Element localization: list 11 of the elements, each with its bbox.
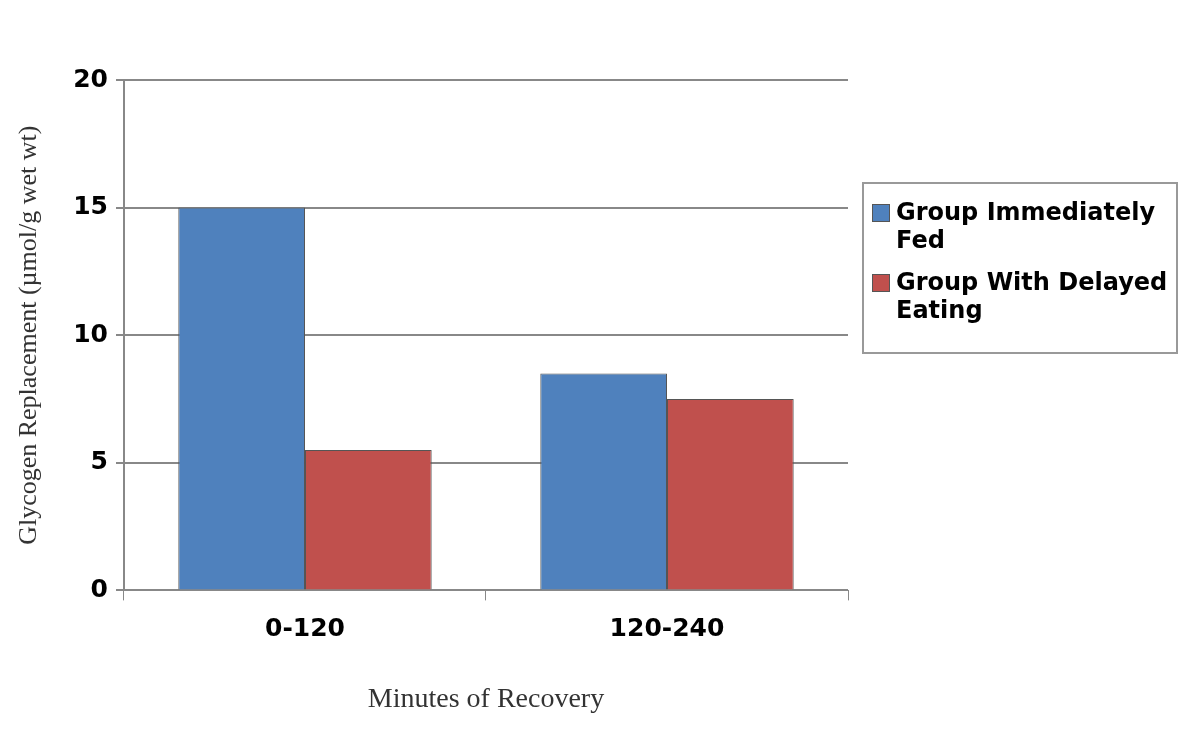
- x-tick-label: 120-240: [609, 612, 725, 642]
- y-tick-label: 0: [90, 573, 108, 603]
- legend-label: Group With Delayed Eating: [896, 268, 1168, 324]
- legend-label: Group Immediately Fed: [896, 198, 1157, 254]
- y-tick-label: 15: [73, 191, 108, 221]
- x-tick-label: 0-120: [265, 612, 345, 642]
- y-tick-label: 5: [90, 446, 108, 476]
- y-axis-title: Glycogen Replacement (µmol/g wet wt): [13, 125, 43, 545]
- y-tick-label: 10: [73, 318, 108, 348]
- y-tick-label: 20: [73, 63, 108, 93]
- x-axis-title: Minutes of Recovery: [367, 681, 605, 713]
